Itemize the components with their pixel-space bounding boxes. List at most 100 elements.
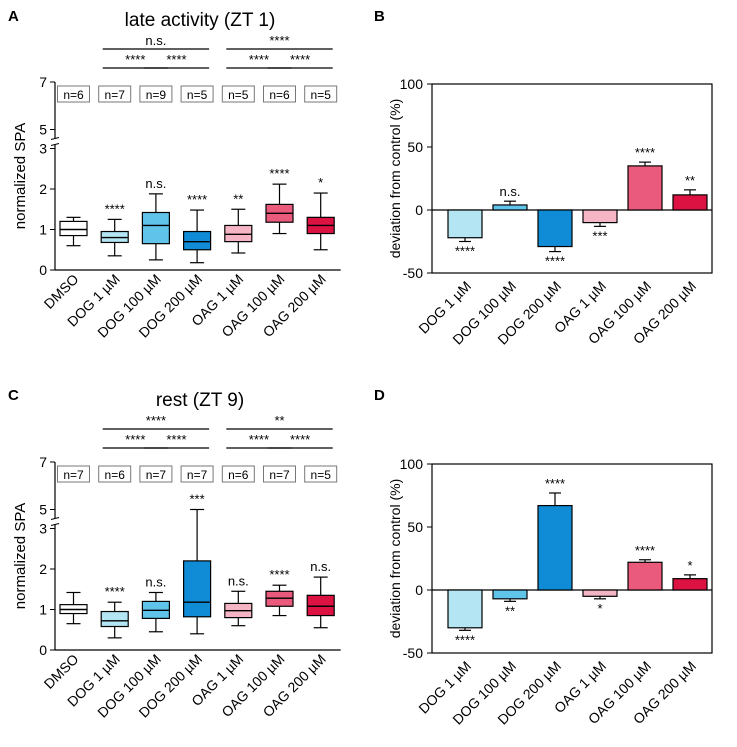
box-iqr [183, 560, 212, 618]
n-label: n=5 [228, 88, 249, 102]
significance-label: *** [592, 228, 607, 243]
n-label: n=6 [269, 88, 290, 102]
bracket-label: **** [290, 432, 310, 447]
n-label: n=5 [311, 88, 332, 102]
y-tick-label: 2 [39, 561, 47, 577]
significance-label: **** [269, 166, 289, 181]
box-2 [141, 193, 170, 261]
n-label: n=7 [269, 468, 290, 482]
y-axis-label: normalized SPA [12, 123, 29, 229]
n-label: n=7 [187, 468, 208, 482]
plot-frame [431, 83, 713, 274]
bar-3 [582, 589, 618, 600]
y-tick-label: 0 [415, 202, 423, 218]
y-axis-label: deviation from control (%) [387, 99, 403, 259]
bar-1 [492, 589, 528, 602]
n-label-box [139, 85, 173, 103]
significance-label: * [597, 601, 602, 616]
significance-label: n.s. [228, 573, 249, 588]
bracket-label: **** [249, 52, 269, 67]
box-iqr [100, 610, 129, 628]
y-tick-label: 0 [39, 642, 47, 658]
y-tick-label: 100 [400, 76, 424, 92]
significance-label: * [318, 175, 323, 190]
n-label: n=7 [63, 468, 84, 482]
n-label-box [221, 465, 255, 483]
bar-0 [447, 209, 483, 243]
bracket-label: n.s. [145, 33, 166, 48]
significance-label: **** [545, 476, 565, 491]
n-label: n=6 [228, 468, 249, 482]
y-tick-label: 7 [39, 454, 47, 470]
y-tick-label: 0 [39, 262, 47, 278]
y-tick-label: 5 [39, 502, 47, 518]
n-label-box [180, 85, 214, 103]
bar-0 [447, 589, 483, 631]
panel-a-letter: A [8, 8, 19, 25]
significance-label: ** [233, 191, 243, 206]
y-tick-label: 0 [415, 582, 423, 598]
panel-b: B deviation from control (%)-50 0 50 100 ***… [374, 8, 713, 348]
bracket-label: **** [146, 413, 166, 428]
significance-label: **** [187, 192, 207, 207]
y-tick-label: 50 [407, 519, 423, 535]
bar [537, 209, 573, 248]
y-tick-label: -50 [403, 265, 423, 281]
n-label-box [304, 465, 338, 483]
box-0 [59, 591, 88, 625]
bracket-label: **** [166, 52, 186, 67]
box-4 [224, 208, 253, 254]
bar-4 [627, 161, 663, 211]
bracket-label: **** [125, 432, 145, 447]
box-3 [183, 209, 212, 264]
y-tick-label: 1 [39, 222, 47, 238]
significance-label: **** [105, 201, 125, 216]
bar [582, 209, 618, 224]
y-tick-label: 100 [400, 456, 424, 472]
significance-label: n.s. [310, 559, 331, 574]
box-5 [265, 584, 294, 617]
bar-1 [492, 200, 528, 211]
panel-b-letter: B [374, 8, 385, 25]
n-label: n=5 [187, 88, 208, 102]
box-2 [141, 591, 170, 633]
box-1 [100, 601, 129, 639]
significance-label: * [687, 558, 692, 573]
n-label-box [263, 85, 296, 103]
n-label-box [98, 85, 132, 103]
bar [672, 578, 708, 591]
box-3 [183, 508, 212, 635]
box-0 [59, 216, 88, 247]
y-tick-label: -50 [403, 645, 423, 661]
significance-label: *** [190, 492, 205, 507]
chart-title: rest (ZT 9) [156, 390, 244, 411]
axis-break-mark [50, 523, 60, 526]
bar [492, 204, 528, 211]
bracket-label: **** [249, 432, 269, 447]
significance-label: **** [105, 584, 125, 599]
box-6 [306, 576, 335, 629]
bracket-label: **** [166, 432, 186, 447]
significance-label: ** [505, 603, 515, 618]
y-tick-label: 3 [39, 521, 47, 537]
axis-break-mark [50, 137, 60, 140]
n-label: n=6 [105, 468, 126, 482]
significance-label: **** [635, 145, 655, 160]
box-iqr [59, 220, 88, 237]
bracket-label: **** [290, 52, 310, 67]
significance-label: **** [545, 254, 565, 269]
bar [492, 589, 528, 600]
box-iqr [224, 224, 253, 243]
box-iqr [141, 211, 170, 245]
panel-d-letter: D [374, 387, 385, 404]
bar-2 [537, 209, 573, 253]
box-iqr [183, 230, 212, 251]
bar [447, 209, 483, 239]
box-1 [100, 218, 129, 257]
bar [447, 589, 483, 629]
y-tick-label: 5 [39, 122, 47, 138]
bar [627, 165, 663, 211]
y-tick-label: 2 [39, 181, 47, 197]
y-tick-label: 50 [407, 139, 423, 155]
